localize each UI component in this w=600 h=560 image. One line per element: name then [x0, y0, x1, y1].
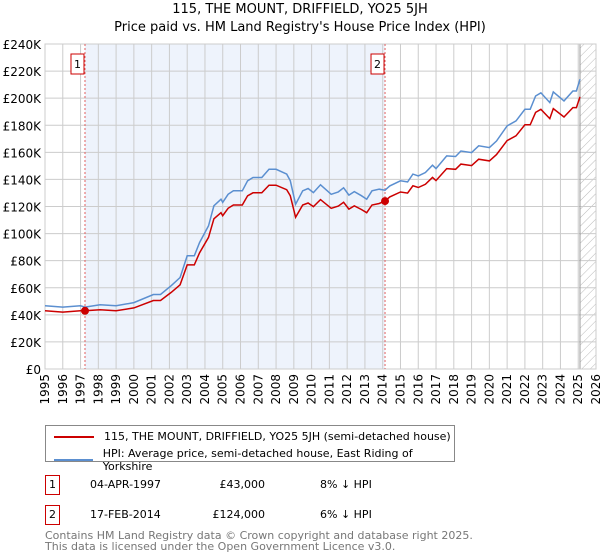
sale-label-box: [70, 53, 85, 75]
chart-title: 115, THE MOUNT, DRIFFIELD, YO25 5JH: [172, 2, 428, 17]
x-tick-label: 1995: [38, 374, 52, 405]
x-tick-label: 2026: [589, 374, 600, 405]
x-tick-label: 2016: [411, 374, 425, 405]
legend: 115, THE MOUNT, DRIFFIELD, YO25 5JH (sem…: [45, 425, 455, 473]
transaction-marker: 1: [45, 475, 60, 495]
transaction-hpi-diff: 8% ↓ HPI: [320, 478, 372, 491]
x-tick-label: 2001: [145, 374, 159, 405]
legend-swatch-blue: [54, 459, 93, 461]
legend-item-property: 115, THE MOUNT, DRIFFIELD, YO25 5JH (sem…: [54, 430, 451, 443]
y-tick-label: £160K: [3, 146, 43, 160]
transaction-row: 2 17-FEB-2014 £124,000 6% ↓ HPI: [45, 505, 465, 525]
sale-point: [381, 197, 390, 206]
x-tick-label: 2007: [251, 374, 265, 405]
x-tick-label: 2015: [393, 374, 407, 405]
chart-subtitle: Price paid vs. HM Land Registry's House …: [114, 20, 486, 35]
x-tick-label: 2010: [305, 374, 319, 405]
sale-label: 1: [74, 58, 81, 71]
sale-label-box: [370, 53, 385, 75]
y-tick-label: £120K: [3, 201, 43, 215]
x-tick-label: 2005: [216, 374, 230, 405]
transaction-price: £124,000: [212, 508, 266, 521]
x-tick-label: 2017: [429, 374, 443, 405]
transaction-row: 1 04-APR-1997 £43,000 8% ↓ HPI: [45, 475, 465, 495]
hpi-line: [44, 78, 581, 308]
y-tick-label: £80K: [10, 255, 42, 269]
x-tick-label: 2006: [234, 374, 248, 405]
x-tick-label: 2019: [465, 374, 479, 405]
footer-licence: This data is licensed under the Open Gov…: [45, 540, 396, 553]
legend-item-hpi: HPI: Average price, semi-detached house,…: [54, 447, 454, 473]
transaction-date: 04-APR-1997: [90, 478, 162, 491]
x-tick-label: 1999: [109, 374, 123, 405]
y-tick-label: £140K: [3, 173, 43, 187]
transaction-date: 17-FEB-2014: [90, 508, 161, 521]
sale-label: 2: [374, 58, 381, 71]
y-tick-label: £20K: [10, 336, 42, 350]
y-tick-label: £240K: [3, 38, 43, 52]
footer-copyright: Contains HM Land Registry data © Crown c…: [45, 529, 473, 542]
legend-label: HPI: Average price, semi-detached house,…: [102, 447, 413, 473]
x-tick-label: 2008: [269, 374, 283, 405]
transaction-hpi-diff: 6% ↓ HPI: [320, 508, 372, 521]
x-tick-label: 2004: [198, 374, 212, 405]
x-tick-label: 2022: [518, 374, 532, 405]
y-tick-label: £180K: [3, 119, 43, 133]
x-tick-label: 2014: [376, 374, 390, 405]
x-tick-label: 2009: [287, 374, 301, 405]
x-tick-label: 2003: [180, 374, 194, 405]
x-tick-label: 2025: [571, 374, 585, 405]
y-tick-label: £60K: [10, 282, 42, 296]
y-tick-label: £200K: [3, 92, 43, 106]
transaction-marker: 2: [45, 505, 60, 525]
x-tick-label: 2020: [482, 374, 496, 405]
x-tick-label: 2011: [322, 374, 336, 405]
x-tick-label: 2002: [162, 374, 176, 405]
y-tick-label: £0: [26, 363, 41, 377]
transaction-price: £43,000: [219, 478, 266, 491]
y-tick-label: £220K: [3, 65, 43, 79]
legend-swatch-red: [54, 435, 94, 438]
sale-point: [80, 306, 89, 315]
legend-label: 115, THE MOUNT, DRIFFIELD, YO25 5JH (sem…: [104, 430, 451, 443]
x-tick-label: 2023: [536, 374, 550, 405]
x-tick-label: 2013: [358, 374, 372, 405]
x-tick-label: 1998: [91, 374, 105, 405]
x-tick-label: 2012: [340, 374, 354, 405]
x-tick-label: 2000: [127, 374, 141, 405]
plot-border: [44, 43, 597, 370]
x-tick-label: 1996: [56, 374, 70, 405]
y-tick-label: £100K: [3, 228, 43, 242]
y-tick-label: £40K: [10, 309, 42, 323]
x-tick-label: 1997: [74, 374, 88, 405]
property-price-line: [44, 96, 581, 313]
x-tick-label: 2021: [500, 374, 514, 405]
x-tick-label: 2024: [553, 374, 567, 405]
price-chart: £0 £20K £40K £60K £80K £100K £120K £140K £160K £1…: [3, 38, 600, 405]
x-tick-label: 2018: [447, 374, 461, 405]
